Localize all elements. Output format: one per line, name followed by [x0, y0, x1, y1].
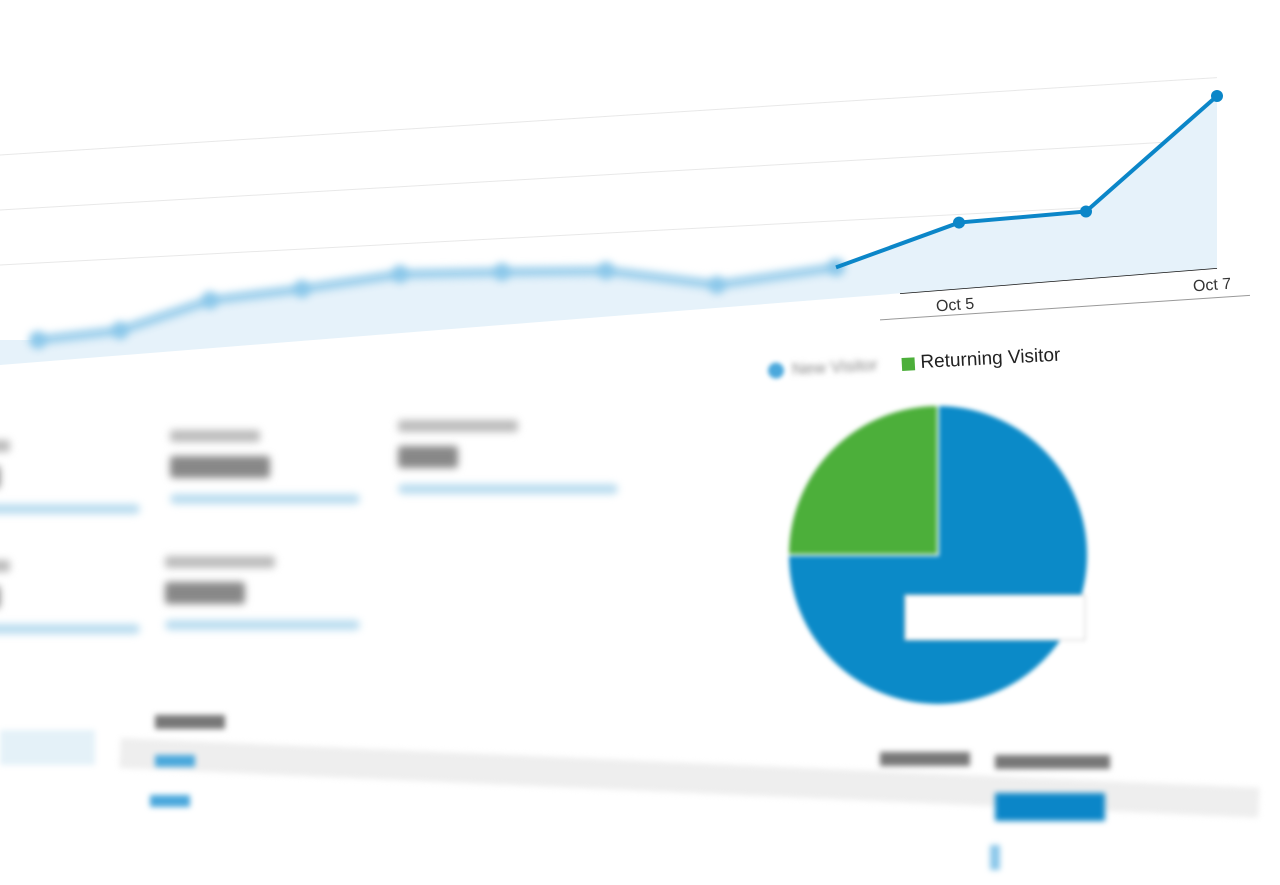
data-point — [1080, 205, 1092, 218]
data-point — [597, 261, 615, 280]
legend-new-visitor[interactable]: New Visitor — [791, 355, 878, 379]
x-tick-oct7: Oct 7 — [1192, 275, 1232, 296]
legend-returning-visitor-swatch — [901, 356, 915, 371]
data-point — [29, 330, 47, 349]
metric-card — [0, 440, 140, 514]
metric-card — [170, 430, 360, 504]
grid-line — [0, 138, 1218, 211]
pie-tooltip — [904, 594, 1086, 641]
data-table — [0, 700, 1280, 885]
series-line — [835, 94, 1219, 270]
data-point — [391, 265, 409, 284]
data-point — [293, 279, 311, 298]
area-fill — [0, 96, 1217, 365]
grid-line — [0, 200, 1218, 266]
data-point — [708, 275, 726, 294]
data-point — [201, 291, 219, 310]
data-point — [111, 321, 129, 340]
data-point — [953, 216, 965, 229]
grid-line — [0, 77, 1218, 156]
metric-card — [165, 556, 360, 630]
pie-slice — [786, 403, 939, 556]
legend-new-visitor-swatch — [767, 362, 785, 379]
data-point — [1211, 90, 1223, 103]
data-point — [493, 262, 511, 281]
metric-card — [398, 420, 618, 494]
x-tick-oct5: Oct 5 — [935, 295, 975, 316]
metric-card — [0, 560, 140, 634]
x-axis-line — [879, 294, 1251, 321]
